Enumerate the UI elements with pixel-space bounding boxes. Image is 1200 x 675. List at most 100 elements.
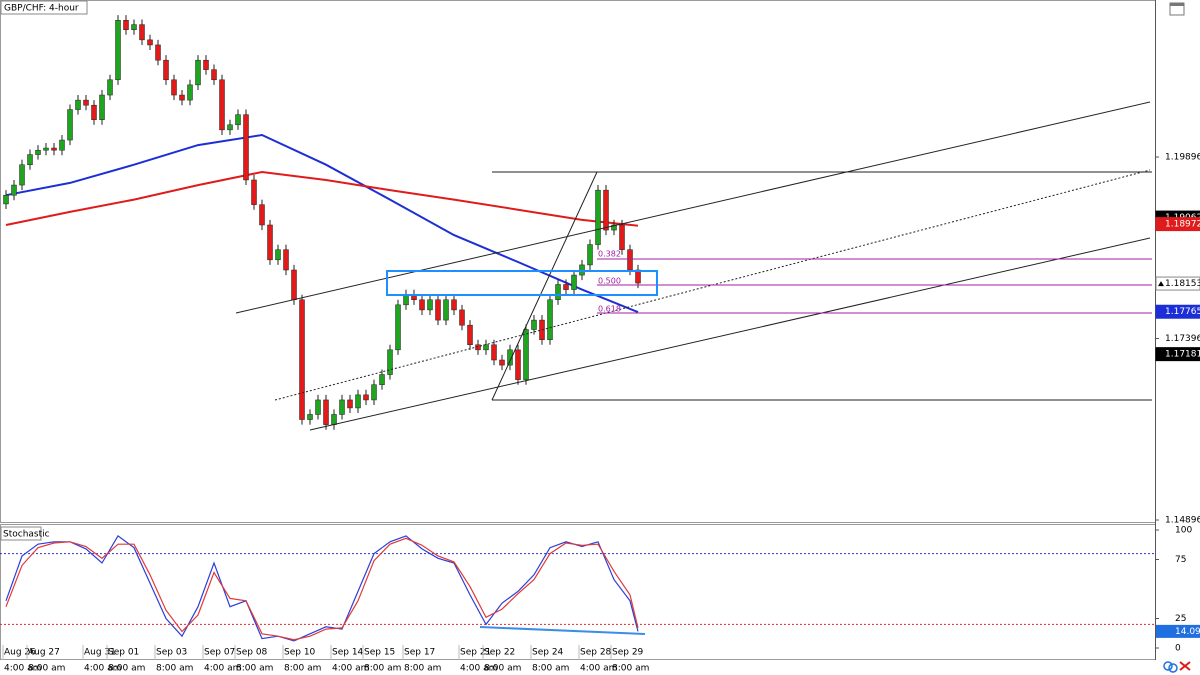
candle-body: [355, 394, 361, 409]
candle-body: [59, 139, 65, 151]
candle-body: [619, 224, 625, 250]
candle-body: [555, 284, 561, 301]
price-badge: [1155, 347, 1200, 362]
x-tick-label: Sep 14: [332, 648, 364, 658]
x-tick-label: Aug 26: [4, 648, 36, 658]
candle-body: [259, 204, 265, 226]
candle-body: [267, 224, 273, 261]
candle-body: [531, 319, 537, 330]
indicator-line: [5, 535, 639, 642]
drawing-tools: 0.382 0.500 0.618: [235, 101, 1152, 635]
candle-body: [587, 244, 593, 266]
price-badge-label: 1.17765: [1165, 307, 1200, 317]
candle-body: [507, 349, 513, 366]
candle-body: [435, 299, 441, 321]
candle-body: [163, 59, 169, 81]
price-badge-label: 1.18972: [1165, 220, 1200, 230]
x-tick-label: Sep 24: [532, 648, 564, 658]
close-icon[interactable]: [1179, 661, 1191, 671]
indicator-tick-label: 0: [1175, 644, 1181, 654]
panel-icon-bar: [1170, 3, 1184, 6]
price-badge-label: 1.17181: [1165, 350, 1200, 360]
support-zone: [386, 270, 658, 296]
candle-body: [131, 24, 137, 30]
x-tick-label: Sep 22: [484, 648, 515, 658]
candle-body: [627, 249, 633, 271]
title-box: [0, 0, 88, 15]
candle-body: [179, 94, 185, 101]
price-badge: [1155, 217, 1200, 232]
candle-body: [547, 299, 553, 340]
candle-body: [523, 329, 529, 380]
price-badge: [1155, 276, 1200, 291]
candle-body: [635, 269, 641, 284]
candle-body: [67, 109, 73, 141]
x-tick-time-label: 8:00 am: [532, 664, 569, 674]
candle-body: [139, 24, 145, 41]
x-tick-label: Aug 31: [84, 648, 116, 658]
channel-lower: [309, 237, 1151, 431]
y-tick-label: 1.14896: [1165, 516, 1200, 526]
indicator-title: Stochastic: [3, 530, 50, 540]
candle-body: [75, 99, 81, 110]
candle-body: [363, 394, 369, 401]
last-price-arrow: [1158, 281, 1164, 287]
indicator-line: [5, 537, 639, 641]
candle-body: [91, 104, 97, 120]
candle-body: [603, 189, 609, 231]
x-tick-label: Sep 07: [204, 648, 235, 658]
candle-body: [211, 69, 217, 81]
candle-body: [611, 224, 617, 231]
x-tick-time-label: 4:00 am: [580, 664, 617, 674]
fib-label: 0.618: [598, 305, 621, 314]
link-icon: [1168, 663, 1178, 673]
candle-body: [459, 309, 465, 326]
candle-body: [491, 344, 497, 361]
candle-body: [475, 344, 481, 351]
candle-body: [579, 264, 585, 276]
candle-body: [147, 39, 153, 46]
fib-trend-line: [491, 171, 598, 401]
candle-body: [299, 299, 305, 420]
candle-body: [387, 349, 393, 375]
candle-body: [27, 154, 33, 165]
candle-body: [595, 189, 601, 245]
candle-body: [227, 124, 233, 131]
candle-body: [107, 79, 113, 96]
x-tick-time-label: 8:00 am: [612, 664, 649, 674]
y-tick-label: 1.19896: [1165, 153, 1200, 163]
plot-layer: [0, 15, 1155, 642]
x-tick-time-label: 4:00 am: [4, 664, 41, 674]
link-icon[interactable]: [1163, 661, 1173, 671]
candle-body: [3, 194, 9, 205]
divergence-line: [479, 626, 646, 635]
x-tick-label: Sep 15: [364, 648, 395, 658]
candle-body: [195, 59, 201, 86]
candle-body: [171, 79, 177, 96]
indicator-title-box: [0, 526, 42, 541]
x-tick-time-label: 4:00 am: [460, 664, 497, 674]
candle-body: [99, 94, 105, 120]
candle-body: [379, 374, 385, 385]
candle-body: [219, 79, 225, 131]
candle-body: [155, 44, 161, 61]
candle-body: [563, 284, 569, 290]
price-badge-label: 1.18153: [1165, 279, 1200, 289]
indicator-value-badge: [1156, 624, 1200, 638]
fib-label: 0.382: [598, 250, 621, 259]
indicator-tick-label: 25: [1175, 614, 1186, 624]
candle-body: [451, 299, 457, 311]
x-tick-label: Sep 29: [612, 648, 644, 658]
x-tick-time-label: 8:00 am: [284, 664, 321, 674]
candle-body: [115, 20, 121, 81]
candle-body: [331, 414, 337, 425]
candle-body: [315, 399, 321, 415]
candle-body: [483, 344, 489, 351]
candle-body: [291, 269, 297, 301]
x-tick-time-label: 8:00 am: [484, 664, 521, 674]
x-tick-time-label: 8:00 am: [156, 664, 193, 674]
candle-body: [427, 299, 433, 311]
